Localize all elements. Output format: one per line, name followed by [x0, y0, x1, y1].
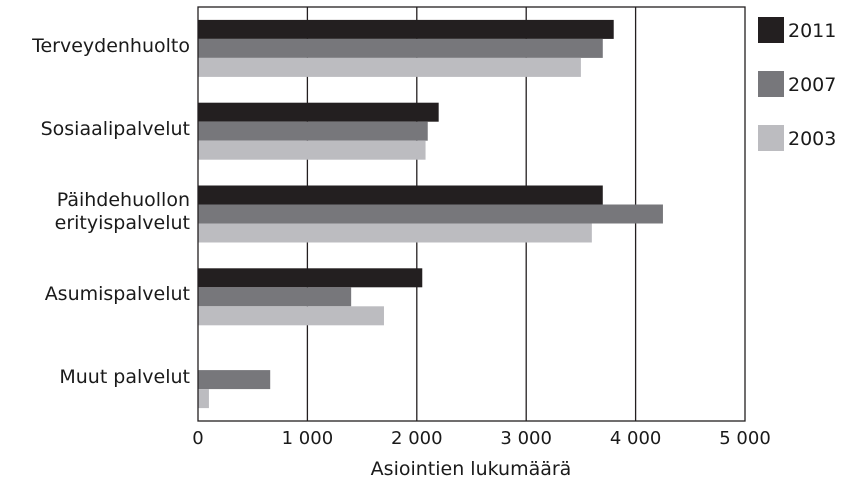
category-label: Sosiaalipalvelut: [0, 118, 190, 141]
legend-label: 2003: [788, 128, 837, 150]
category-label-line: Terveydenhuolto: [32, 34, 190, 57]
legend-label: 2007: [788, 74, 837, 96]
bar-2011: [198, 268, 423, 288]
bar-2007: [198, 287, 352, 307]
bar-2011: [198, 102, 439, 122]
legend-label: 2011: [788, 20, 837, 42]
x-tick-label: 0: [192, 428, 204, 449]
legend-swatch: [758, 71, 784, 97]
x-tick-label: 2 000: [391, 428, 443, 449]
category-label: Terveydenhuolto: [0, 35, 190, 58]
bar-2003: [198, 389, 209, 409]
x-axis-label: Asiointien lukumäärä: [370, 458, 572, 480]
x-tick-label: 4 000: [609, 428, 662, 449]
bar-2007: [198, 204, 663, 224]
bar-2003: [198, 306, 384, 326]
category-label: Asumispalvelut: [0, 283, 190, 306]
bar-2003: [198, 140, 426, 160]
bar-2007: [198, 38, 603, 58]
category-label-line: Päihdehuollon: [56, 189, 190, 211]
bar-2007: [198, 121, 428, 141]
legend-swatch: [758, 17, 784, 43]
x-tick-label: 1 000: [281, 428, 334, 449]
category-label-line: Asumispalvelut: [44, 283, 190, 306]
plot-frame: [197, 6, 746, 422]
category-label: Päihdehuollon erityispalvelut: [0, 189, 190, 235]
category-label-line: erityispalvelut: [54, 212, 190, 234]
bar-2011: [198, 185, 603, 205]
x-tick-label: 5 000: [719, 428, 771, 449]
bar-2007: [198, 370, 271, 390]
category-label: Muut palvelut: [0, 366, 190, 389]
x-tick-label: 3 000: [500, 428, 552, 449]
bar-2011: [198, 19, 614, 39]
category-label-line: Muut palvelut: [59, 366, 190, 389]
bar-2003: [198, 57, 581, 77]
category-label-line: Sosiaalipalvelut: [40, 117, 190, 140]
legend-swatch: [758, 125, 784, 151]
bar-2003: [198, 223, 592, 243]
